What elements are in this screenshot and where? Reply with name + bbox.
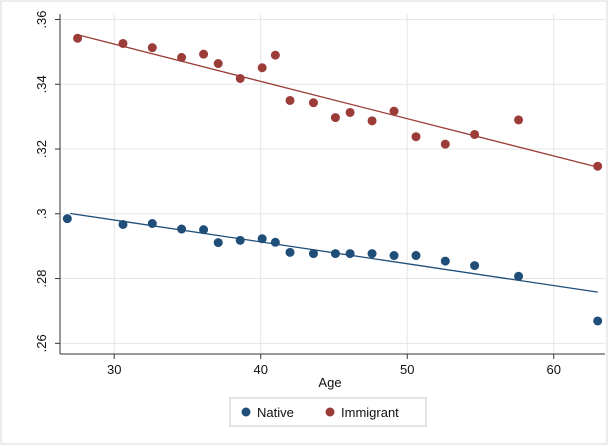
point-immigrant <box>330 113 340 123</box>
point-native <box>593 316 603 326</box>
point-native <box>118 219 128 229</box>
y-tick-label: .36 <box>34 10 49 28</box>
point-native <box>235 235 245 245</box>
point-immigrant <box>199 49 209 59</box>
y-tick-label: .28 <box>34 270 49 288</box>
point-native <box>514 271 524 281</box>
x-tick-label: 30 <box>107 362 121 377</box>
point-immigrant <box>389 106 399 116</box>
legend-marker-native <box>241 407 251 417</box>
y-tick-label: .32 <box>34 140 49 158</box>
y-tick-label: .3 <box>34 208 49 219</box>
point-native <box>285 247 295 257</box>
point-immigrant <box>73 33 83 43</box>
x-tick-label: 40 <box>253 362 267 377</box>
point-native <box>470 261 480 271</box>
x-tick-label: 50 <box>400 362 414 377</box>
point-immigrant <box>177 52 187 62</box>
point-immigrant <box>411 132 421 142</box>
point-immigrant <box>235 73 245 83</box>
point-native <box>367 249 377 259</box>
point-native <box>330 249 340 259</box>
legend-marker-immigrant <box>325 407 335 417</box>
point-native <box>257 234 267 244</box>
point-immigrant <box>270 50 280 60</box>
y-tick-label: .34 <box>34 75 49 93</box>
point-native <box>270 237 280 247</box>
legend-label-immigrant: Immigrant <box>341 405 399 420</box>
point-native <box>345 249 355 259</box>
point-native <box>199 225 209 235</box>
x-tick-label: 60 <box>546 362 560 377</box>
point-immigrant <box>257 63 267 73</box>
axes <box>59 14 605 355</box>
legend-label-native: Native <box>257 405 294 420</box>
point-immigrant <box>147 43 157 53</box>
point-native <box>213 238 223 248</box>
point-native <box>389 251 399 261</box>
point-immigrant <box>118 38 128 48</box>
point-native <box>440 256 450 266</box>
point-immigrant <box>213 59 223 69</box>
point-native <box>147 219 157 229</box>
point-immigrant <box>470 129 480 139</box>
point-native <box>411 251 421 261</box>
legend: Native Immigrant <box>229 397 427 427</box>
point-native <box>177 224 187 234</box>
point-immigrant <box>440 139 450 149</box>
data-points <box>62 33 603 326</box>
point-immigrant <box>285 95 295 105</box>
y-axis-ticks: .26 .28 .3 .32 .34 .36 <box>34 10 60 352</box>
point-immigrant <box>367 116 377 126</box>
y-tick-label: .26 <box>34 334 49 352</box>
grid-lines <box>60 14 605 354</box>
point-immigrant <box>308 98 318 108</box>
x-axis-ticks: 30 40 50 60 <box>107 354 561 377</box>
point-native <box>308 249 318 259</box>
point-native <box>62 214 72 224</box>
x-axis-title: Age <box>318 375 341 390</box>
fit-line-immigrant <box>77 34 598 168</box>
point-immigrant <box>514 115 524 125</box>
point-immigrant <box>345 107 355 117</box>
point-immigrant <box>593 161 603 171</box>
